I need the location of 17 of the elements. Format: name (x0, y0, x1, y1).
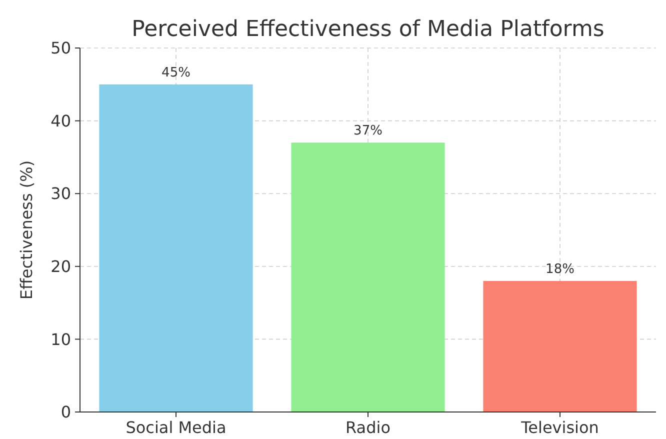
y-tick-label: 40 (50, 111, 71, 130)
chart-title: Perceived Effectiveness of Media Platforms (132, 17, 604, 42)
x-tick-label: Television (520, 418, 599, 437)
bar (291, 142, 445, 412)
bar (99, 84, 253, 412)
x-tick-label: Social Media (126, 418, 226, 437)
y-tick-label: 30 (50, 184, 71, 204)
data-label: 37% (354, 124, 382, 139)
data-label: 45% (162, 65, 190, 80)
y-tick-label: 50 (50, 38, 71, 58)
bar (483, 280, 637, 412)
y-tick-label: 0 (60, 402, 71, 422)
y-tick-label: 20 (50, 257, 71, 276)
y-axis-title: Effectiveness (%) (17, 160, 36, 300)
x-tick-label: Radio (346, 418, 390, 437)
y-tick-label: 10 (50, 330, 71, 349)
data-label: 18% (546, 262, 574, 277)
